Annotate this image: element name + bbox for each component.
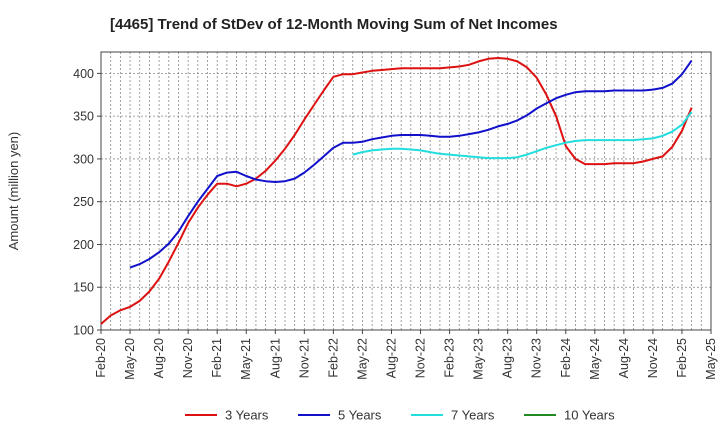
- x-tick-label: Feb-24: [559, 338, 573, 378]
- x-tick-label: Aug-22: [384, 338, 398, 378]
- x-tick-label: May-21: [239, 338, 253, 380]
- x-tick-label: Aug-21: [268, 338, 282, 378]
- series-line-7-years: [352, 111, 693, 160]
- plot-frame: [100, 51, 712, 331]
- x-tick-label: Nov-22: [414, 338, 428, 378]
- series-line-3-years: [100, 57, 693, 325]
- x-tick-label: Aug-24: [617, 338, 631, 378]
- x-axis-ticks: Feb-20 May-20 Aug-20 Nov-20 Feb-21 May-21 Aug-…: [94, 330, 718, 380]
- x-tick-label: Nov-20: [181, 338, 195, 378]
- x-tick-label: Feb-22: [326, 338, 340, 378]
- x-tick-label: May-22: [355, 338, 369, 380]
- y-axis-label: Amount (million yen): [6, 132, 21, 251]
- x-tick-label: Feb-21: [210, 338, 224, 378]
- y-tick-label: 100: [73, 324, 94, 338]
- x-tick-label: Feb-20: [94, 338, 108, 378]
- y-tick-label: 250: [73, 195, 94, 209]
- x-tick-label: Nov-23: [530, 338, 544, 378]
- y-axis-ticks: 100 150 200 250 300 350 400: [73, 67, 101, 338]
- x-tick-label: May-20: [123, 338, 137, 380]
- legend: 3 Years 5 Years 7 Years 10 Years: [185, 408, 615, 423]
- legend-label: 3 Years: [225, 408, 269, 423]
- chart-title: [4465] Trend of StDev of 12-Month Moving…: [110, 16, 558, 33]
- y-tick-label: 150: [73, 281, 94, 295]
- x-tick-label: Aug-23: [501, 338, 515, 378]
- x-tick-label: Nov-21: [297, 338, 311, 378]
- legend-label: 10 Years: [564, 408, 615, 423]
- legend-label: 5 Years: [338, 408, 382, 423]
- y-tick-label: 300: [73, 152, 94, 166]
- y-tick-label: 400: [73, 67, 94, 81]
- x-tick-label: May-23: [472, 338, 486, 380]
- x-tick-label: Nov-24: [646, 338, 660, 378]
- series-line-5-years: [129, 60, 693, 269]
- x-tick-label: Feb-25: [675, 338, 689, 378]
- series-lines: [100, 57, 693, 325]
- legend-label: 7 Years: [451, 408, 495, 423]
- x-tick-label: May-24: [588, 338, 602, 380]
- x-tick-label: Feb-23: [443, 338, 457, 378]
- x-tick-label: May-25: [704, 338, 718, 380]
- y-tick-label: 200: [73, 238, 94, 252]
- y-tick-label: 350: [73, 110, 94, 124]
- grid-lines: [100, 52, 712, 331]
- x-tick-label: Aug-20: [152, 338, 166, 378]
